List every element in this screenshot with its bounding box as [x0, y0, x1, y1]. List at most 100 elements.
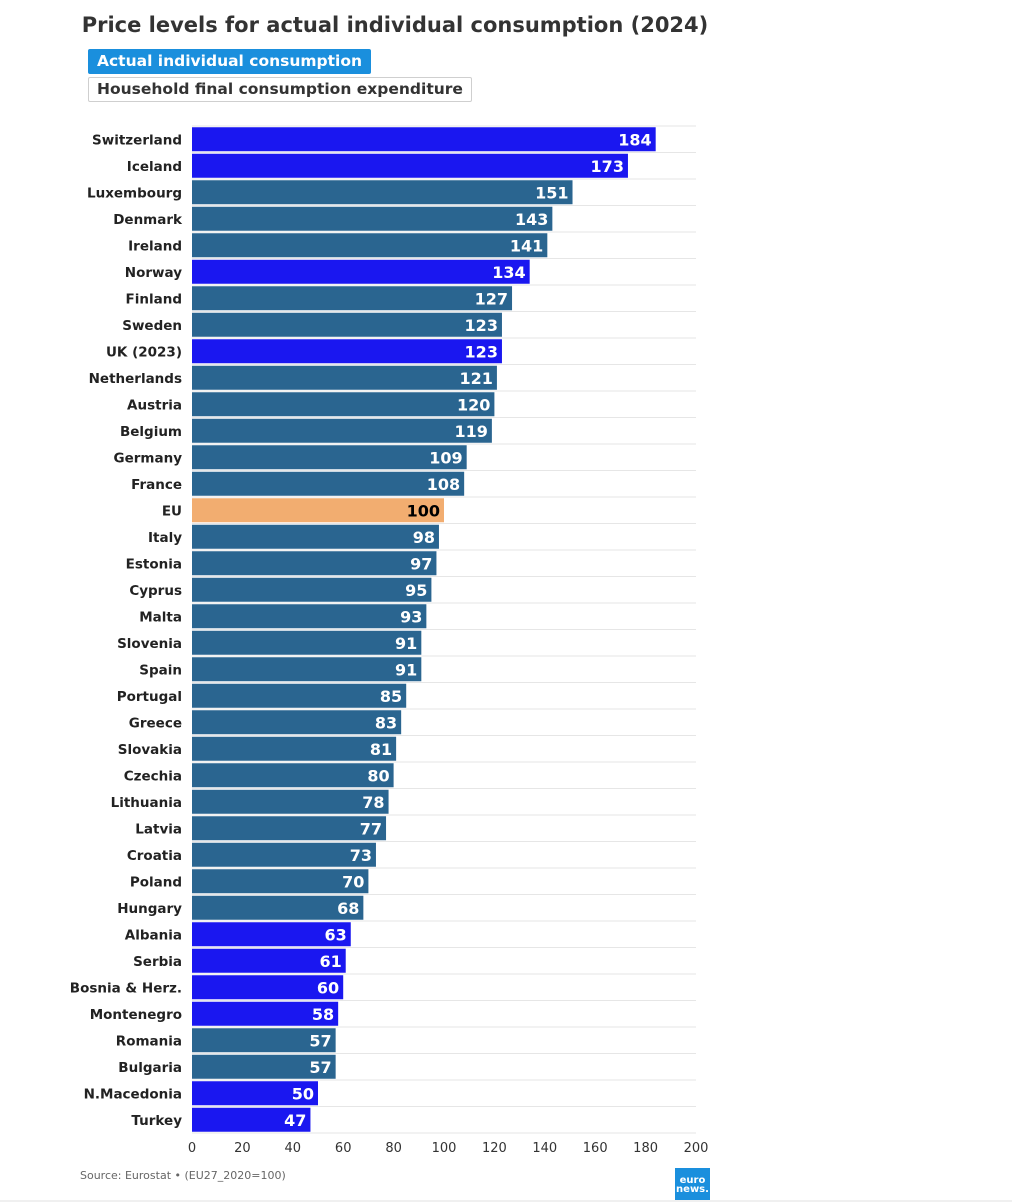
value-label: 127 [475, 289, 508, 308]
value-label: 119 [454, 422, 487, 441]
category-label: Slovakia [118, 742, 182, 758]
bar[interactable] [192, 180, 573, 205]
value-label: 143 [515, 210, 548, 229]
value-label: 77 [360, 819, 382, 838]
category-label: Bosnia & Herz. [70, 980, 182, 996]
bar[interactable] [192, 206, 553, 231]
bar[interactable] [192, 1107, 311, 1132]
x-tick-label: 60 [335, 1141, 352, 1156]
value-label: 123 [465, 316, 498, 335]
bar[interactable] [192, 524, 439, 549]
value-label: 109 [429, 448, 462, 467]
x-tick-label: 100 [432, 1141, 457, 1156]
value-label: 78 [362, 793, 384, 812]
tab-household-final-consumption-expenditure[interactable]: Household final consumption expenditure [88, 77, 472, 102]
category-label: Croatia [127, 848, 182, 864]
bars [192, 127, 656, 1132]
bar[interactable] [192, 418, 492, 443]
value-label: 97 [410, 554, 432, 573]
bar[interactable] [192, 365, 497, 390]
bar[interactable] [192, 657, 422, 682]
bar[interactable] [192, 710, 402, 735]
category-label: Netherlands [89, 371, 182, 387]
value-label: 80 [367, 766, 389, 785]
category-label: Norway [125, 265, 182, 281]
bar[interactable] [192, 975, 344, 1000]
bar[interactable] [192, 948, 346, 973]
euronews-logo[interactable]: euro news. [675, 1168, 710, 1201]
x-tick-label: 40 [285, 1141, 302, 1156]
value-label: 141 [510, 236, 543, 255]
bar[interactable] [192, 312, 502, 337]
bar[interactable] [192, 842, 376, 867]
bar[interactable] [192, 498, 444, 523]
value-label: 108 [427, 475, 460, 494]
value-labels: 184 173 151 143 141 134 127 123 123 121 120 119 109 1… [284, 130, 652, 1130]
bar[interactable] [192, 816, 387, 841]
value-label: 63 [324, 925, 346, 944]
bar[interactable] [192, 922, 351, 947]
category-label: Italy [148, 530, 182, 546]
category-label: Denmark [113, 212, 183, 228]
footer-divider [0, 1200, 1012, 1202]
category-label: N.Macedonia [84, 1086, 182, 1102]
bar[interactable] [192, 763, 394, 788]
category-label: Poland [130, 874, 182, 890]
bar[interactable] [192, 869, 369, 894]
value-label: 120 [457, 395, 490, 414]
category-label: Greece [129, 715, 182, 731]
bar[interactable] [192, 127, 656, 152]
value-label: 83 [375, 713, 397, 732]
x-tick-label: 20 [234, 1141, 251, 1156]
logo-text-news: news. [676, 1184, 709, 1195]
value-label: 95 [405, 581, 427, 600]
category-label: Portugal [117, 689, 182, 705]
category-label: UK (2023) [106, 344, 182, 360]
bar[interactable] [192, 736, 397, 761]
bar[interactable] [192, 1001, 339, 1026]
x-tick-label: 180 [633, 1141, 658, 1156]
bar[interactable] [192, 339, 502, 364]
value-label: 151 [535, 183, 568, 202]
chart-title: Price levels for actual individual consu… [81, 13, 709, 37]
logo-text-euro: euro [679, 1175, 706, 1186]
category-label: France [131, 477, 182, 493]
category-label: Romania [116, 1033, 182, 1049]
bar[interactable] [192, 895, 364, 920]
bar[interactable] [192, 1054, 336, 1079]
value-label: 121 [460, 369, 493, 388]
bar[interactable] [192, 789, 389, 814]
x-axis-ticks: 0 20 40 60 80 100 120 140 160 180 200 [188, 1141, 709, 1156]
bar[interactable] [192, 1028, 336, 1053]
value-label: 60 [317, 978, 339, 997]
bar[interactable] [192, 392, 495, 417]
x-tick-label: 120 [482, 1141, 507, 1156]
bar[interactable] [192, 471, 465, 496]
value-label: 173 [591, 157, 624, 176]
category-label: Cyprus [129, 583, 182, 599]
category-label: Montenegro [90, 1007, 182, 1023]
gridlines [192, 125, 696, 1134]
bar[interactable] [192, 577, 432, 602]
tab-actual-individual-consumption[interactable]: Actual individual consumption [88, 49, 372, 74]
bar[interactable] [192, 683, 407, 708]
bar[interactable] [192, 630, 422, 655]
value-label: 123 [465, 342, 498, 361]
bar[interactable] [192, 604, 427, 629]
category-label: Turkey [131, 1113, 182, 1129]
value-label: 100 [407, 501, 440, 520]
bar[interactable] [192, 233, 548, 258]
category-label: Spain [139, 662, 182, 678]
category-label: Serbia [133, 954, 182, 970]
category-label: Latvia [135, 821, 182, 837]
bar[interactable] [192, 286, 513, 311]
bar[interactable] [192, 445, 467, 470]
bar[interactable] [192, 259, 530, 284]
bar[interactable] [192, 1081, 318, 1106]
bar[interactable] [192, 551, 437, 576]
value-label: 68 [337, 899, 359, 918]
category-label: Iceland [127, 159, 182, 175]
bar[interactable] [192, 153, 628, 178]
value-label: 50 [292, 1084, 314, 1103]
value-label: 91 [395, 660, 417, 679]
